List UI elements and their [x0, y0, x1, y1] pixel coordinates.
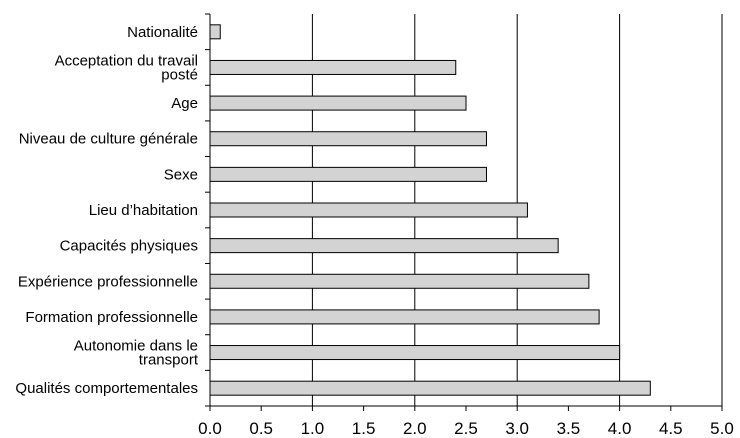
category-label: Capacités physiques	[60, 238, 198, 255]
bar	[210, 239, 558, 253]
category-label: Age	[171, 95, 198, 112]
category-label: Qualités comportementales	[15, 380, 198, 397]
category-label-line: Age	[171, 95, 198, 112]
x-tick-label: 0.0	[198, 419, 222, 438]
bar	[210, 167, 486, 181]
category-label-line: Formation professionnelle	[25, 309, 198, 326]
category-label-line: Capacités physiques	[60, 238, 198, 255]
category-label-line: Sexe	[164, 166, 198, 183]
category-label-line: Niveau de culture générale	[19, 131, 198, 148]
x-tick-label: 2.5	[454, 419, 478, 438]
x-tick-label: 1.5	[352, 419, 376, 438]
x-tick-label: 1.0	[301, 419, 325, 438]
x-tick-labels: 0.0 0.5 1.0 1.5 2.0 2.5 3.0 3.5 4.0 4.5 5.0	[198, 419, 734, 438]
bar	[210, 132, 486, 146]
category-label-line: Lieu d’habitation	[89, 202, 198, 219]
category-label-line: Nationalité	[127, 24, 198, 41]
bar	[210, 274, 589, 288]
bar	[210, 203, 527, 217]
bar	[210, 346, 620, 360]
x-tick-label: 3.0	[505, 419, 529, 438]
category-label: Formation professionnelle	[25, 309, 198, 326]
category-label-line: Expérience professionnelle	[18, 273, 198, 290]
x-tick-label: 0.5	[249, 419, 273, 438]
category-label-line: Qualités comportementales	[15, 380, 198, 397]
category-label: Niveau de culture générale	[19, 131, 198, 148]
category-label: Sexe	[164, 166, 198, 183]
category-labels: Nationalité Acceptation du travail posté Ag…	[15, 24, 198, 397]
x-tick-label: 3.5	[557, 419, 581, 438]
bars	[210, 25, 650, 395]
category-label: Expérience professionnelle	[18, 273, 198, 290]
bar	[210, 96, 466, 110]
bar	[210, 60, 456, 74]
category-label: Lieu d’habitation	[89, 202, 198, 219]
bar	[210, 310, 599, 324]
x-tick-label: 5.0	[710, 419, 734, 438]
category-label: Acceptation du travail posté	[55, 52, 198, 83]
bar	[210, 381, 650, 395]
category-label-line: transport	[139, 352, 199, 369]
x-tick-label: 2.0	[403, 419, 427, 438]
x-tick-label: 4.0	[608, 419, 632, 438]
bar	[210, 25, 220, 39]
category-label: Nationalité	[127, 24, 198, 41]
category-label-line: posté	[161, 66, 198, 83]
x-tick-label: 4.5	[659, 419, 683, 438]
category-label: Autonomie dans le transport	[74, 338, 199, 369]
